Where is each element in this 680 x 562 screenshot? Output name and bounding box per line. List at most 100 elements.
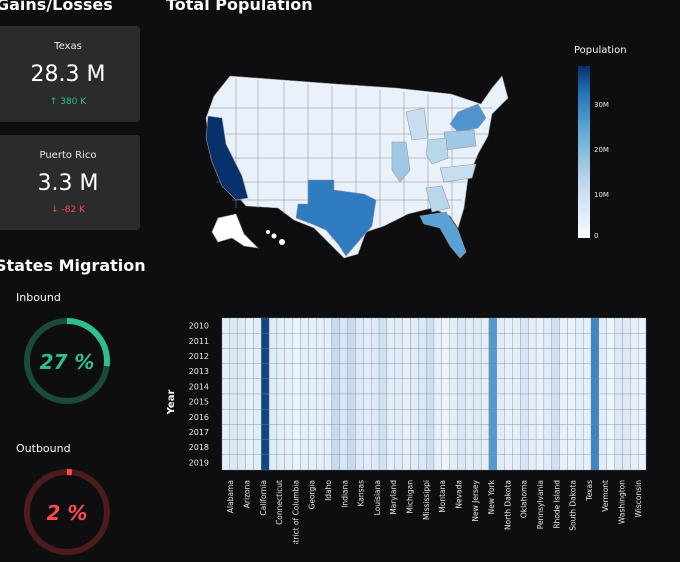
heatmap-cell[interactable] [268, 363, 278, 379]
heatmap-cell[interactable] [268, 454, 278, 471]
heatmap-cell[interactable] [425, 363, 435, 379]
heatmap-cell[interactable] [316, 363, 325, 379]
heatmap-cell[interactable] [598, 439, 607, 455]
heatmap-cell[interactable] [473, 378, 482, 395]
heatmap-cell[interactable] [559, 424, 568, 440]
heatmap-cell[interactable] [583, 424, 592, 440]
heatmap-cell[interactable] [316, 393, 325, 410]
heatmap-cell[interactable] [528, 439, 537, 455]
heatmap-cell[interactable] [504, 348, 513, 364]
state-california[interactable] [205, 115, 249, 201]
heatmap-cell[interactable] [543, 317, 552, 334]
heatmap-cell[interactable] [402, 439, 411, 455]
heatmap-cell[interactable] [567, 378, 576, 395]
heatmap-cell[interactable] [363, 454, 372, 471]
heatmap-cell[interactable] [575, 378, 584, 395]
heatmap-cell[interactable] [488, 333, 497, 349]
heatmap-cell[interactable] [284, 348, 293, 364]
heatmap-cell[interactable] [410, 409, 419, 425]
heatmap-cell[interactable] [229, 439, 238, 455]
heatmap-cell[interactable] [292, 454, 301, 471]
heatmap-cell[interactable] [221, 409, 231, 425]
heatmap-cell[interactable] [512, 348, 521, 364]
heatmap-cell[interactable] [371, 363, 380, 379]
heatmap-cell[interactable] [520, 424, 529, 440]
heatmap-cell[interactable] [276, 439, 285, 455]
heatmap-cell[interactable] [300, 409, 309, 425]
heatmap-cell[interactable] [323, 317, 333, 334]
heatmap-cell[interactable] [229, 317, 238, 334]
heatmap-cell[interactable] [535, 409, 545, 425]
heatmap-cell[interactable] [371, 424, 380, 440]
heatmap-cell[interactable] [363, 393, 372, 410]
heatmap-cell[interactable] [457, 317, 466, 334]
heatmap-cell[interactable] [551, 348, 560, 364]
heatmap-cell[interactable] [575, 348, 584, 364]
heatmap-cell[interactable] [394, 363, 403, 379]
heatmap-cell[interactable] [528, 424, 537, 440]
state-north-carolina[interactable] [439, 163, 477, 183]
heatmap-cell[interactable] [402, 454, 411, 471]
heatmap-cell[interactable] [363, 348, 372, 364]
heatmap-cell[interactable] [528, 409, 537, 425]
heatmap-cell[interactable] [528, 348, 537, 364]
heatmap-cell[interactable] [606, 454, 615, 471]
heatmap-cell[interactable] [480, 439, 490, 455]
heatmap-cell[interactable] [590, 317, 600, 334]
heatmap-cell[interactable] [229, 393, 238, 410]
heatmap-cell[interactable] [253, 424, 262, 440]
heatmap-cell[interactable] [480, 333, 490, 349]
heatmap-cell[interactable] [268, 439, 278, 455]
heatmap-cell[interactable] [425, 393, 435, 410]
heatmap-cell[interactable] [237, 348, 246, 364]
heatmap-cell[interactable] [480, 424, 490, 440]
heatmap-cell[interactable] [441, 363, 450, 379]
heatmap-cell[interactable] [637, 333, 647, 349]
heatmap-cell[interactable] [378, 348, 388, 364]
heatmap-cell[interactable] [614, 348, 623, 364]
heatmap-cell[interactable] [614, 454, 623, 471]
heatmap-cell[interactable] [567, 439, 576, 455]
heatmap-cell[interactable] [441, 439, 450, 455]
heatmap-cell[interactable] [425, 317, 435, 334]
heatmap-cell[interactable] [347, 409, 356, 425]
heatmap-cell[interactable] [292, 424, 301, 440]
heatmap-cell[interactable] [347, 348, 356, 364]
heatmap-cell[interactable] [520, 378, 529, 395]
heatmap-cell[interactable] [630, 439, 639, 455]
heatmap-cell[interactable] [543, 409, 552, 425]
heatmap-cell[interactable] [418, 439, 427, 455]
heatmap-cell[interactable] [418, 409, 427, 425]
heatmap-cell[interactable] [449, 439, 458, 455]
state-hawaii[interactable] [266, 230, 285, 245]
heatmap-cell[interactable] [363, 317, 372, 334]
heatmap-cell[interactable] [598, 409, 607, 425]
heatmap-cell[interactable] [425, 439, 435, 455]
heatmap-cell[interactable] [614, 424, 623, 440]
heatmap-cell[interactable] [535, 378, 545, 395]
heatmap-cell[interactable] [339, 393, 348, 410]
heatmap-cell[interactable] [418, 363, 427, 379]
heatmap-cell[interactable] [371, 409, 380, 425]
heatmap-cell[interactable] [575, 363, 584, 379]
heatmap-cell[interactable] [237, 333, 246, 349]
heatmap-cell[interactable] [261, 424, 270, 440]
heatmap-cell[interactable] [347, 439, 356, 455]
heatmap-cell[interactable] [284, 333, 293, 349]
heatmap-cell[interactable] [551, 409, 560, 425]
heatmap-cell[interactable] [245, 439, 254, 455]
heatmap-cell[interactable] [449, 393, 458, 410]
heatmap-cell[interactable] [378, 317, 388, 334]
heatmap-cell[interactable] [567, 409, 576, 425]
heatmap-cell[interactable] [268, 393, 278, 410]
heatmap-cell[interactable] [331, 378, 340, 395]
heatmap-cell[interactable] [418, 348, 427, 364]
heatmap-cell[interactable] [543, 454, 552, 471]
heatmap-cell[interactable] [386, 378, 395, 395]
heatmap-cell[interactable] [457, 424, 466, 440]
heatmap-cell[interactable] [598, 393, 607, 410]
heatmap-cell[interactable] [512, 378, 521, 395]
heatmap-cell[interactable] [551, 363, 560, 379]
heatmap-cell[interactable] [245, 378, 254, 395]
heatmap-cell[interactable] [229, 348, 238, 364]
